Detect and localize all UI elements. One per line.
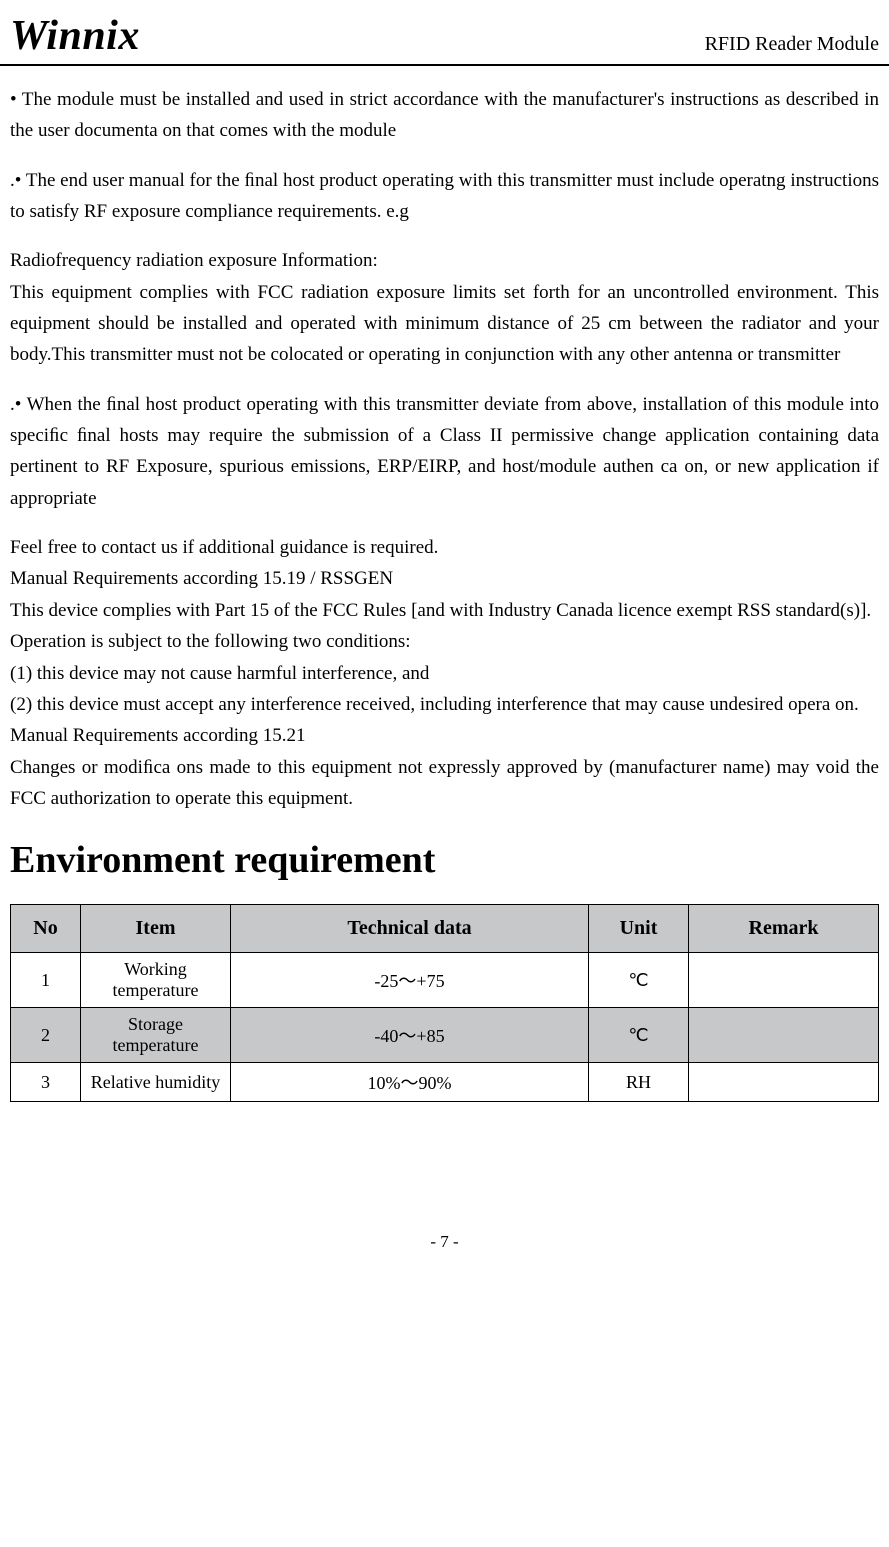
paragraph-5h: Changes or modiﬁca ons made to this equi…: [10, 757, 879, 809]
th-remark: Remark: [689, 905, 879, 953]
cell-remark: [689, 1063, 879, 1102]
paragraph-2: .• The end user manual for the ﬁnal host…: [10, 165, 879, 228]
paragraph-5g: Manual Requirements according 15.21: [10, 725, 305, 746]
paragraph-1: • The module must be installed and used …: [10, 84, 879, 147]
cell-tech: 10%～90%: [231, 1063, 589, 1102]
paragraph-5b: Manual Requirements according 15.19 / RS…: [10, 568, 393, 589]
document-body: • The module must be installed and used …: [0, 84, 889, 814]
paragraph-5c: This device complies with Part 15 of the…: [10, 600, 871, 621]
paragraph-5: Feel free to contact us if additional gu…: [10, 532, 879, 814]
paragraph-5d: Operation is subject to the following tw…: [10, 631, 411, 652]
table-row: 1 Working temperature -25～+75 ℃: [11, 953, 879, 1008]
page-header: Winnix RFID Reader Module: [0, 12, 889, 66]
table-row: 3 Relative humidity 10%～90% RH: [11, 1063, 879, 1102]
th-item: Item: [81, 905, 231, 953]
logo: Winnix: [10, 12, 140, 60]
cell-unit: ℃: [589, 953, 689, 1008]
section-title: Environment requirement: [10, 838, 889, 882]
table-header-row: No Item Technical data Unit Remark: [11, 905, 879, 953]
cell-item: Working temperature: [81, 953, 231, 1008]
paragraph-3-heading: Radiofrequency radiation exposure Inform…: [10, 250, 378, 271]
th-no: No: [11, 905, 81, 953]
environment-table: No Item Technical data Unit Remark 1 Wor…: [10, 904, 879, 1102]
cell-unit: RH: [589, 1063, 689, 1102]
paragraph-4: .• When the ﬁnal host product operating …: [10, 389, 879, 514]
cell-item: Storage temperature: [81, 1008, 231, 1063]
th-tech: Technical data: [231, 905, 589, 953]
cell-no: 1: [11, 953, 81, 1008]
paragraph-5a: Feel free to contact us if additional gu…: [10, 537, 438, 558]
table-row: 2 Storage temperature -40～+85 ℃: [11, 1008, 879, 1063]
cell-remark: [689, 1008, 879, 1063]
paragraph-3-body: This equipment complies with FCC radiati…: [10, 282, 879, 366]
th-unit: Unit: [589, 905, 689, 953]
paragraph-3: Radiofrequency radiation exposure Inform…: [10, 245, 879, 370]
page-number: - 7 -: [0, 1232, 889, 1268]
cell-no: 3: [11, 1063, 81, 1102]
header-right-text: RFID Reader Module: [705, 33, 879, 60]
cell-tech: -25～+75: [231, 953, 589, 1008]
cell-unit: ℃: [589, 1008, 689, 1063]
cell-remark: [689, 953, 879, 1008]
paragraph-5e: (1) this device may not cause harmful in…: [10, 663, 429, 684]
paragraph-5f: (2) this device must accept any interfer…: [10, 694, 859, 715]
cell-item: Relative humidity: [81, 1063, 231, 1102]
cell-tech: -40～+85: [231, 1008, 589, 1063]
cell-no: 2: [11, 1008, 81, 1063]
